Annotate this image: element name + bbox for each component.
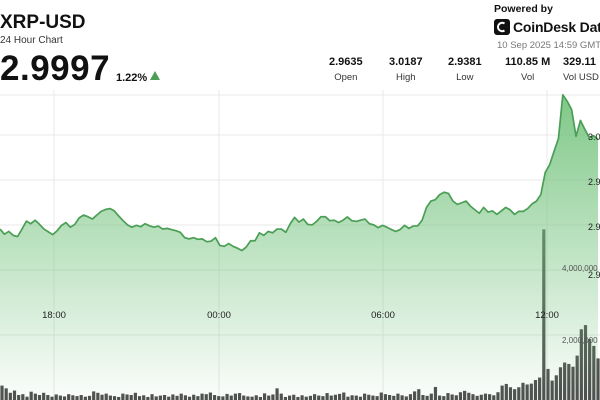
stat-low-value: 2.9381 (448, 56, 482, 68)
stat-vol-usd-value: 329.11 (563, 56, 597, 68)
chart-timestamp: 10 Sep 2025 14:59 GMT (497, 40, 600, 51)
stat-high-value: 3.0187 (389, 56, 423, 68)
axis-labels: 18:00 00:00 06:00 12:00 3.00 2.99 2.98 2.974,00… (42, 132, 600, 345)
stat-open-label: Open (334, 72, 358, 83)
coindesk-logo-icon (494, 19, 510, 35)
stat-vol: 110.85 M Vol (505, 56, 550, 83)
stat-vol-label: Vol (521, 72, 535, 83)
stat-vol-value: 110.85 M (505, 56, 551, 68)
powered-by-label: Powered by (494, 3, 553, 15)
volume-tick-label: 4,000,000 (562, 264, 598, 273)
stat-open: 2.9635 Open (329, 56, 363, 83)
stat-low-label: Low (456, 72, 474, 83)
price-line (0, 93, 599, 252)
x-tick-label: 18:00 (42, 310, 66, 321)
x-tick-label: 06:00 (371, 310, 395, 321)
x-tick-label: 00:00 (207, 310, 231, 321)
symbol-title: XRP-USD (0, 12, 86, 33)
y-tick-label: 2.99 (588, 177, 600, 187)
stat-high-label: High (396, 72, 416, 83)
volume-tick-label: 2,000,000 (562, 336, 598, 345)
stat-low: 2.9381 Low (448, 56, 482, 83)
current-price: 2.9997 (0, 49, 111, 88)
price-area (0, 94, 598, 400)
stat-open-value: 2.9635 (329, 56, 363, 68)
chart-subtitle: 24 Hour Chart (0, 35, 63, 46)
brand-name: CoinDesk Data (513, 19, 600, 35)
up-arrow-icon (150, 71, 160, 80)
stat-vol-usd: 329.11 Vol USD (563, 56, 599, 83)
stat-high: 3.0187 High (389, 56, 423, 83)
stat-vol-usd-label: Vol USD (563, 72, 599, 83)
y-tick-label: 3.00 (588, 132, 600, 142)
y-tick-label: 2.97 (588, 270, 600, 280)
price-change-percent: 1.22% (116, 72, 148, 84)
y-tick-label: 2.98 (588, 222, 600, 232)
x-tick-label: 12:00 (535, 310, 559, 321)
